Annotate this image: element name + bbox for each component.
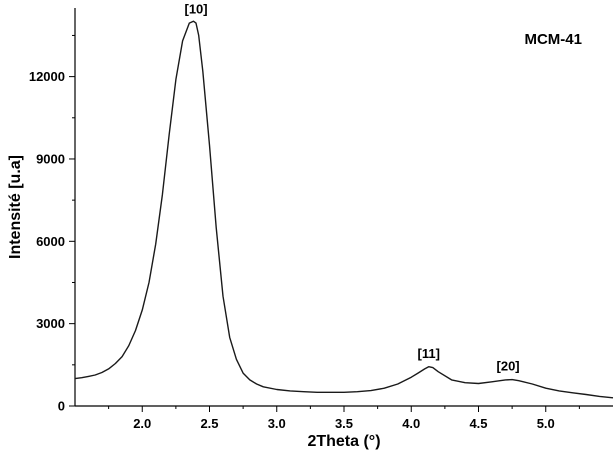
plot-frame [74,8,613,407]
x-tick-label: 3.0 [268,416,286,431]
x-axis-title: 2Theta (°) [307,433,380,450]
peak-label: [10] [184,2,207,17]
peak-label: [20] [497,359,520,374]
sample-title: MCM-41 [524,31,582,48]
x-tick-label: 2.0 [133,416,151,431]
peak-annotations: [10] [11] [20] [184,2,519,374]
y-tick-label: 0 [58,399,65,414]
axis-ticks [69,34,580,412]
x-tick-label: 4.5 [469,416,487,431]
intensity-series-line [74,20,614,399]
axis-tick-labels: 0 3000 6000 9000 12000 2.0 2.5 3.0 3.5 4.0 4.5 5.0 [29,69,555,431]
x-tick-label: 5.0 [537,416,555,431]
x-tick-label: 4.0 [402,416,420,431]
y-tick-label: 12000 [29,69,65,84]
y-tick-label: 3000 [36,316,65,331]
y-tick-label: 9000 [36,151,65,166]
x-tick-label: 3.5 [335,416,353,431]
y-axis-title: Intensité [u.a] [7,155,24,259]
x-tick-label: 2.5 [200,416,218,431]
y-tick-label: 6000 [36,234,65,249]
peak-label: [11] [418,346,440,361]
